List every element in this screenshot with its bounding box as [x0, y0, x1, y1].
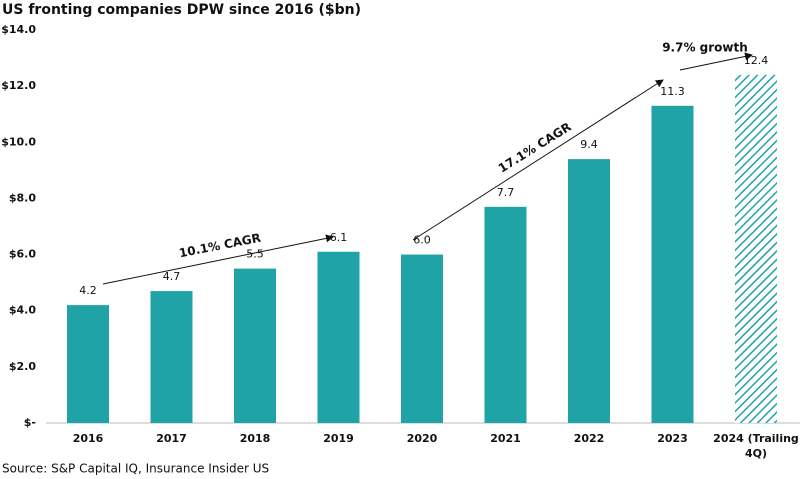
x-tick-label: 2022 — [573, 432, 605, 445]
bar — [651, 105, 694, 424]
bar — [484, 206, 527, 423]
bar — [568, 159, 610, 423]
y-tick-label: $4.0 — [9, 304, 36, 317]
y-tick-label: $6.0 — [9, 248, 36, 261]
y-tick-label: $14.0 — [1, 23, 36, 36]
y-tick-label: $12.0 — [1, 79, 36, 92]
x-tick-label: 2017 — [156, 432, 187, 445]
x-tick-label: 2024 (Trailing 4Q) — [713, 432, 799, 460]
x-tick-label: 2021 — [490, 432, 521, 445]
y-tick-label: $2.0 — [9, 360, 36, 373]
y-tick-label: $- — [24, 416, 36, 429]
arrow — [412, 79, 664, 241]
bar — [317, 251, 360, 423]
value-label: 6.0 — [413, 234, 431, 247]
x-tick-label: 2020 — [406, 432, 438, 445]
y-tick-label: $8.0 — [9, 191, 36, 204]
bar — [234, 268, 276, 423]
value-label: 11.3 — [660, 85, 685, 98]
y-tick-label: $10.0 — [1, 135, 36, 148]
x-tick-label: 2018 — [239, 432, 271, 445]
value-label: 7.7 — [497, 186, 515, 199]
x-tick-label: 2019 — [323, 432, 354, 445]
value-label: 12.4 — [744, 54, 769, 67]
value-label: 4.2 — [79, 284, 97, 297]
value-label: 4.7 — [163, 270, 181, 283]
value-label: 5.5 — [246, 248, 264, 261]
chart-title: US fronting companies DPW since 2016 ($b… — [2, 2, 361, 18]
bar — [150, 291, 193, 423]
bar — [401, 254, 443, 423]
source: Source: S&P Capital IQ, Insurance Inside… — [2, 462, 269, 476]
value-label: 6.1 — [330, 231, 348, 244]
annotation: 17.1% CAGR — [496, 120, 574, 176]
bar — [735, 74, 777, 424]
arrow — [679, 52, 753, 71]
arrow — [102, 234, 334, 285]
bar — [67, 305, 109, 423]
x-tick-label: 2023 — [657, 432, 688, 445]
value-label: 9.4 — [580, 138, 598, 151]
x-tick-label: 2016 — [72, 432, 104, 445]
annotation: 9.7% growth — [662, 41, 748, 55]
